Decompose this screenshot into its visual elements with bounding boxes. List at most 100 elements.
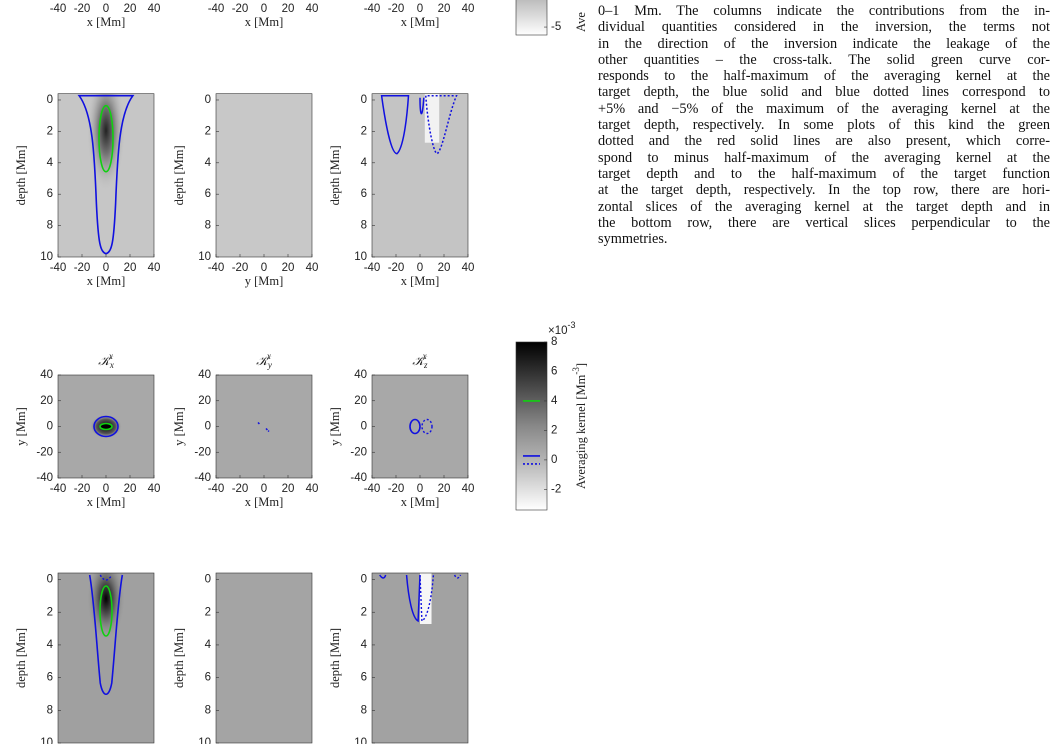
axes-box: [57, 572, 155, 744]
y-tick-label: 2: [205, 125, 211, 137]
panel: 0 2 4 6 8 10 depth [Mm]: [14, 572, 155, 744]
colorbar-tick-label: 0: [551, 454, 557, 466]
y-tick-label: 6: [205, 188, 211, 200]
contour-minus5: [421, 418, 433, 435]
panel-title: 𝒦xx: [98, 351, 114, 370]
y-tick-label: 10: [198, 251, 211, 263]
colorbar-tick-label: 8: [551, 336, 557, 348]
y-tick-label: 6: [47, 188, 53, 200]
axes-box: [371, 572, 469, 744]
heatmap-features: [380, 93, 458, 155]
colorbar-tick-label: 6: [551, 366, 557, 378]
x-tick-label: 0: [417, 262, 423, 274]
caption-line: the bottom row, there are vertical slice…: [598, 214, 1050, 231]
x-tick-label: 0: [103, 483, 109, 495]
x-tick-label: -20: [388, 483, 405, 495]
x-tick-label: -40: [364, 262, 381, 274]
y-tick-label: 4: [47, 639, 54, 651]
title-sup: x: [108, 351, 113, 361]
x-tick-label: 20: [282, 3, 295, 15]
x-tick-label: 20: [124, 483, 137, 495]
y-axis-label: y [Mm]: [172, 407, 186, 446]
x-tick-label: -40: [208, 3, 225, 15]
x-axis-label: x [Mm]: [87, 495, 126, 509]
x-tick-label: -40: [208, 262, 225, 274]
heatmap-features: [409, 418, 433, 435]
panel: -40 -20 0 20 40 x [Mm]: [208, 3, 319, 29]
y-tick-label: -40: [194, 472, 211, 484]
x-tick-label: 0: [417, 483, 423, 495]
x-tick-label: -20: [388, 262, 405, 274]
y-tick-label: 40: [40, 369, 53, 381]
title-sub: y: [267, 360, 272, 370]
y-tick-label: 8: [47, 704, 53, 716]
label-end: ]: [574, 363, 588, 367]
y-tick-label: 10: [40, 737, 53, 744]
panel: 0 2 4 6 8 10 depth [Mm]: [172, 572, 313, 744]
contour-plus5: [77, 94, 135, 255]
kernel-core: [86, 573, 126, 658]
y-tick-label: 2: [361, 606, 367, 618]
caption-line: target depth and to the half-maximum of …: [598, 165, 1050, 182]
x-tick-label: -20: [74, 3, 91, 15]
caption-line: target depth, respectively. In some plot…: [598, 117, 1050, 134]
y-tick-label: 0: [361, 421, 367, 433]
y-tick-label: 8: [47, 220, 53, 232]
colorbar-gradient: [515, 0, 548, 36]
exponent-power: -3: [568, 320, 576, 330]
caption-line: dotted and the red solid lines are also …: [598, 133, 1050, 150]
colorbar-gradient: [515, 341, 548, 511]
caption-line: other quantities – the cross-talk. The s…: [598, 51, 1050, 68]
kernel-core: [86, 93, 126, 217]
y-tick-label: 6: [361, 188, 367, 200]
y-tick-label: 8: [361, 220, 367, 232]
contour-plus5: [379, 574, 421, 623]
caption-line: dividual quantities considered in the in…: [598, 19, 1050, 36]
y-tick-label: 4: [205, 639, 212, 651]
caption-line: 0–1 Mm. The columns indicate the contrib…: [598, 3, 1050, 19]
panel: -40 -20 0 20 40 x [Mm] 40 20 0 -20 -40 y [Mm] 𝒦yx: [172, 351, 319, 509]
heatmap: [372, 93, 468, 257]
contour-plus5: [409, 418, 421, 435]
colorbar-tick-label: -2: [551, 483, 561, 495]
heatmap-features: [77, 93, 135, 255]
exponent-base: ×10: [548, 325, 568, 337]
y-tick-label: 0: [205, 421, 211, 433]
y-tick-label: 0: [205, 574, 211, 586]
caption-line: in the direction of the inversion indica…: [598, 35, 1050, 52]
x-tick-label: -40: [364, 483, 381, 495]
x-axis-label: x [Mm]: [401, 274, 440, 288]
caption-line: responds to the half-maximum of the aver…: [598, 68, 1050, 85]
contour-minus5: [419, 574, 462, 623]
heatmap-features: [90, 414, 122, 439]
title-sub: x: [109, 360, 114, 370]
x-tick-label: 20: [124, 3, 137, 15]
y-tick-label: 0: [47, 421, 53, 433]
heatmap-features: [86, 573, 126, 696]
colorbar-label: Averaging kernel [Mm-3]: [571, 363, 588, 489]
y-tick-label: 0: [47, 94, 53, 106]
y-axis-label: depth [Mm]: [14, 628, 28, 688]
x-tick-label: 40: [148, 262, 161, 274]
y-tick-label: -40: [350, 472, 367, 484]
contour-minus5: [424, 94, 458, 155]
x-tick-label: -20: [232, 483, 249, 495]
y-axis-label: depth [Mm]: [14, 145, 28, 205]
heatmap-features: [379, 573, 462, 624]
heatmap: [216, 93, 312, 257]
x-tick-label: -40: [364, 3, 381, 15]
y-tick-label: 10: [40, 251, 53, 263]
y-axis-label: depth [Mm]: [172, 145, 186, 205]
contour-plus5: [88, 574, 124, 696]
colorbar-label: Ave: [574, 12, 588, 32]
y-tick-label: -20: [36, 446, 53, 458]
y-tick-label: 10: [198, 737, 211, 744]
caption-line: symmetries.: [598, 231, 668, 248]
x-tick-label: 20: [438, 483, 451, 495]
x-tick-label: 40: [148, 3, 161, 15]
colorbar-tick-label: 2: [551, 424, 557, 436]
y-tick-label: -40: [36, 472, 53, 484]
